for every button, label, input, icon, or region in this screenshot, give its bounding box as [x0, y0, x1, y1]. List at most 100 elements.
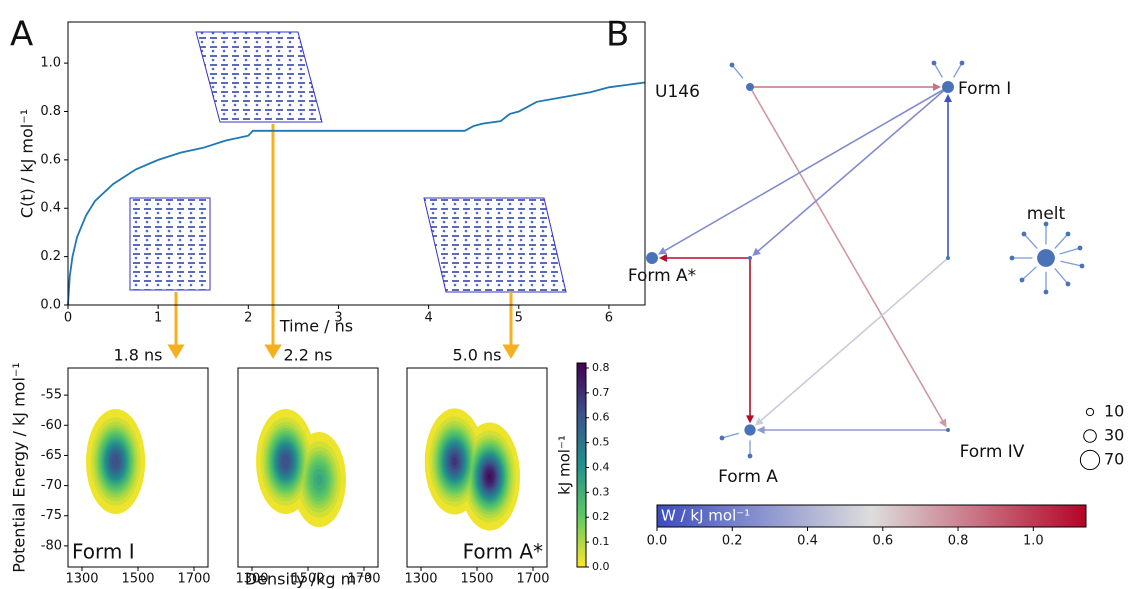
colorbar-label: W / kJ mol⁻¹	[661, 507, 750, 525]
network-node	[1037, 249, 1055, 267]
satellite-node	[1021, 231, 1027, 237]
satellite-node	[1077, 245, 1083, 251]
satellite-edge	[1060, 260, 1083, 267]
network-node	[946, 256, 950, 260]
node-label: Form I	[958, 79, 1011, 99]
edge-arrowhead	[658, 254, 667, 262]
satellite-edge	[1054, 233, 1069, 249]
colorbar-tick-label: 1.0	[1023, 534, 1044, 549]
x-tick-label: 1500	[291, 572, 324, 587]
colorbar-tick-label: 0.1	[592, 535, 610, 548]
x-tick-label: 3	[334, 311, 342, 326]
colorbar-tick-label: 0.0	[592, 560, 610, 573]
colorbar-tick-label: 0.6	[592, 411, 610, 424]
satellite-node	[719, 435, 725, 441]
panel-title: 5.0 ns	[452, 346, 501, 365]
snapshot	[195, 31, 323, 123]
y-axis-label: C(t) / kJ mol⁻¹	[18, 109, 37, 218]
colorbar-tick-label: 0.4	[797, 534, 818, 549]
y-tick-label: 1.0	[40, 56, 61, 71]
satellite-node	[729, 62, 735, 68]
colorbar-label: kJ mol⁻¹	[556, 435, 574, 495]
network-edge	[756, 86, 949, 253]
satellite-node	[1019, 277, 1025, 283]
colorbar-tick-label: 0.8	[592, 361, 610, 374]
colorbar-tick-label: 0.0	[647, 534, 668, 549]
satellite-edge	[721, 432, 739, 439]
size-legend-circle	[1079, 449, 1101, 471]
density-level	[111, 454, 120, 469]
x-tick-label: 1700	[177, 572, 210, 587]
edge-arrowhead	[939, 418, 947, 428]
satellite-edge	[1059, 247, 1081, 255]
node-label: U146	[655, 82, 700, 102]
plot-frame	[67, 21, 646, 306]
size-legend-circle	[1085, 407, 1095, 417]
data-line	[67, 81, 646, 306]
size-legend-label: 30	[1104, 426, 1124, 445]
size-legend-label: 10	[1104, 402, 1124, 421]
satellite-node	[747, 453, 753, 459]
satellite-node	[959, 60, 965, 66]
y-tick-label: 0.8	[40, 104, 61, 119]
form-label: Form A*	[463, 540, 543, 564]
y-tick-label: 0.4	[40, 201, 61, 216]
network-edge	[749, 86, 945, 423]
y-tick-label: -55	[41, 388, 62, 403]
y-tick-label: -70	[41, 478, 62, 493]
colorbar-tick-label: 0.7	[592, 386, 610, 399]
network-node	[946, 428, 950, 432]
satellite-node	[1065, 231, 1071, 237]
x-tick-label: 2	[244, 311, 252, 326]
x-tick-label: 5	[515, 311, 523, 326]
y-axis-label: Potential Energy / kJ mol⁻¹	[10, 362, 29, 573]
edge-arrowhead	[756, 426, 765, 434]
x-tick-label: 1500	[121, 572, 154, 587]
panel-label: A	[10, 15, 33, 55]
network-edge	[759, 257, 949, 423]
colorbar	[576, 362, 587, 568]
y-tick-label: 0.0	[40, 298, 61, 313]
y-tick-label: -75	[41, 508, 62, 523]
node-label: Form A*	[628, 266, 696, 286]
satellite-node	[1043, 221, 1049, 227]
arrow-head	[167, 344, 185, 359]
size-legend-circle	[1083, 429, 1097, 443]
colorbar-tick-label: 0.8	[948, 534, 969, 549]
x-tick-label: 1700	[347, 572, 380, 587]
snapshot	[129, 197, 211, 291]
density-level	[315, 473, 323, 486]
colorbar-tick-label: 0.5	[592, 436, 610, 449]
colorbar-tick-label: 0.6	[872, 534, 893, 549]
x-tick-label: 1300	[65, 572, 98, 587]
colorbar-tick-label: 0.2	[592, 510, 610, 523]
x-tick-label: 1300	[235, 572, 268, 587]
satellite-edge	[933, 62, 943, 78]
colorbar-tick-label: 0.4	[592, 460, 610, 473]
node-label: Form IV	[960, 442, 1025, 462]
satellite-node	[1079, 263, 1085, 269]
network-node	[748, 256, 752, 260]
panel-title: 1.8 ns	[113, 346, 162, 365]
node-label: Form A	[718, 467, 778, 487]
edge-arrowhead	[746, 415, 754, 424]
network-node	[942, 81, 954, 93]
size-legend-label: 70	[1104, 450, 1124, 469]
arrow-head	[264, 344, 282, 359]
panel-title: 2.2 ns	[283, 346, 332, 365]
y-tick-label: -80	[41, 538, 62, 553]
y-tick-label: 0.6	[40, 152, 61, 167]
arrows	[167, 124, 520, 359]
satellite-node	[931, 60, 937, 66]
satellite-node	[1043, 289, 1049, 295]
x-tick-label: 6	[605, 311, 613, 326]
colorbar-tick-label: 0.3	[592, 485, 610, 498]
edge-arrowhead	[933, 83, 942, 91]
network-edge	[662, 86, 949, 253]
density-level	[281, 454, 290, 469]
edge-arrowhead	[658, 247, 667, 255]
y-tick-label: 0.2	[40, 249, 61, 264]
y-tick-label: -65	[41, 448, 62, 463]
node-label: melt	[1027, 204, 1066, 224]
